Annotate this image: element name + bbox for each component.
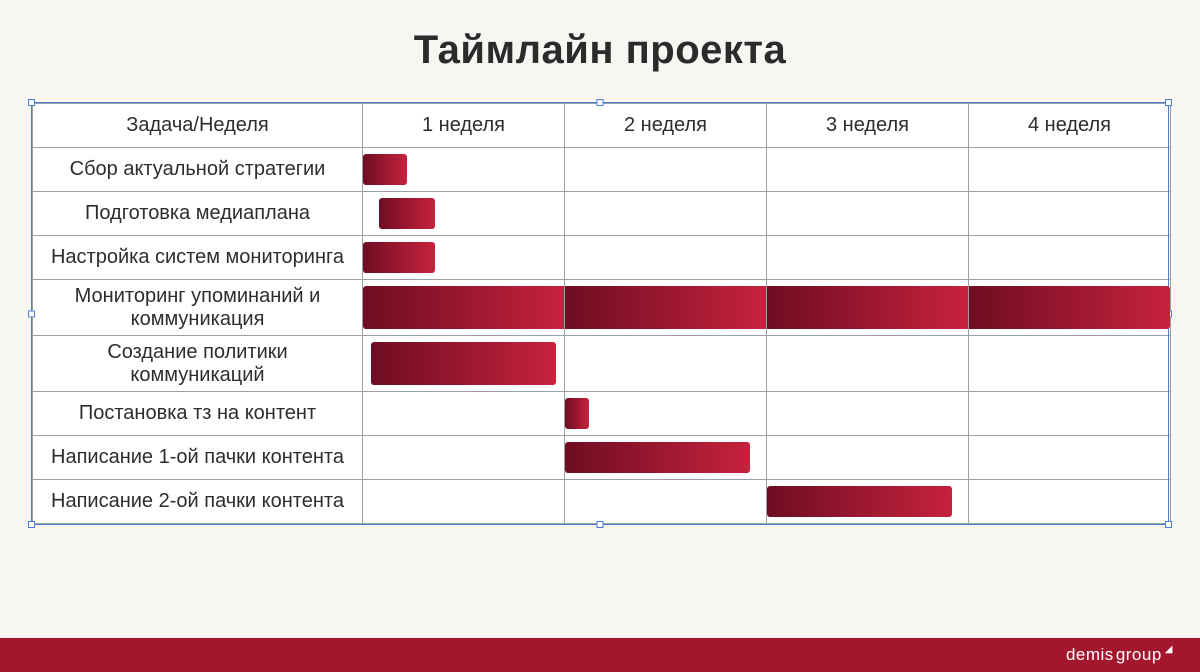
timeline-cell <box>969 236 1171 280</box>
timeline-cell <box>767 336 969 392</box>
timeline-cell <box>969 436 1171 480</box>
timeline-cell <box>363 280 565 336</box>
brand-caret-icon: ◢ <box>1165 644 1173 655</box>
timeline-cell <box>565 236 767 280</box>
timeline-cell <box>565 436 767 480</box>
table-row: Постановка тз на контент <box>33 392 1171 436</box>
brand-left: demis <box>1066 645 1114 665</box>
header-week-col: 1 неделя <box>363 104 565 148</box>
timeline-cell <box>565 148 767 192</box>
timeline-cell <box>565 336 767 392</box>
gantt-bar <box>565 398 589 429</box>
selection-handle <box>28 521 35 528</box>
gantt-bar <box>767 286 968 329</box>
timeline-cell <box>363 236 565 280</box>
page-title: Таймлайн проекта <box>0 0 1200 95</box>
selection-handle <box>28 310 35 317</box>
footer-bar: demis group ◢ <box>0 638 1200 672</box>
task-label: Постановка тз на контент <box>33 392 363 436</box>
timeline-cell <box>363 148 565 192</box>
timeline-cell <box>565 480 767 524</box>
table-header-row: Задача/Неделя1 неделя2 неделя3 неделя4 н… <box>33 104 1171 148</box>
timeline-cell <box>565 280 767 336</box>
timeline-cell <box>363 192 565 236</box>
header-task-col: Задача/Неделя <box>33 104 363 148</box>
table-row: Мониторинг упоминаний и коммуникация <box>33 280 1171 336</box>
timeline-cell <box>363 392 565 436</box>
table-row: Создание политики коммуникаций <box>33 336 1171 392</box>
brand-right: group <box>1116 645 1162 665</box>
timeline-cell <box>565 192 767 236</box>
table-row: Подготовка медиаплана <box>33 192 1171 236</box>
selection-handle <box>28 99 35 106</box>
timeline-cell <box>767 192 969 236</box>
selection-handle <box>597 99 604 106</box>
timeline-cell <box>363 480 565 524</box>
timeline-cell <box>969 480 1171 524</box>
timeline-table: Задача/Неделя1 неделя2 неделя3 неделя4 н… <box>32 103 1171 524</box>
gantt-bar <box>565 286 766 329</box>
timeline-cell <box>969 280 1171 336</box>
header-week-col: 3 неделя <box>767 104 969 148</box>
timeline-cell <box>767 280 969 336</box>
gantt-bar <box>363 286 564 329</box>
task-label: Мониторинг упоминаний и коммуникация <box>33 280 363 336</box>
timeline-table-container: Задача/Неделя1 неделя2 неделя3 неделя4 н… <box>32 103 1168 524</box>
table-row: Сбор актуальной стратегии <box>33 148 1171 192</box>
timeline-cell <box>969 148 1171 192</box>
timeline-cell <box>969 192 1171 236</box>
gantt-bar <box>379 198 435 229</box>
timeline-cell <box>363 436 565 480</box>
timeline-cell <box>767 436 969 480</box>
table-row: Настройка систем мониторинга <box>33 236 1171 280</box>
timeline-cell <box>767 480 969 524</box>
task-label: Написание 1-ой пачки контента <box>33 436 363 480</box>
gantt-bar <box>565 442 750 473</box>
gantt-bar <box>363 154 407 185</box>
timeline-cell <box>969 392 1171 436</box>
header-week-col: 2 неделя <box>565 104 767 148</box>
gantt-bar <box>371 342 556 385</box>
task-label: Подготовка медиаплана <box>33 192 363 236</box>
gantt-bar <box>969 286 1170 329</box>
timeline-cell <box>565 392 767 436</box>
timeline-cell <box>767 236 969 280</box>
timeline-cell <box>969 336 1171 392</box>
gantt-bar <box>767 486 952 517</box>
header-week-col: 4 неделя <box>969 104 1171 148</box>
task-label: Сбор актуальной стратегии <box>33 148 363 192</box>
task-label: Создание политики коммуникаций <box>33 336 363 392</box>
timeline-cell <box>767 392 969 436</box>
brand-logo: demis group ◢ <box>1066 645 1172 665</box>
selection-handle <box>1165 99 1172 106</box>
task-label: Настройка систем мониторинга <box>33 236 363 280</box>
timeline-cell <box>363 336 565 392</box>
table-row: Написание 1-ой пачки контента <box>33 436 1171 480</box>
timeline-cell <box>767 148 969 192</box>
gantt-bar <box>363 242 435 273</box>
task-label: Написание 2-ой пачки контента <box>33 480 363 524</box>
table-row: Написание 2-ой пачки контента <box>33 480 1171 524</box>
